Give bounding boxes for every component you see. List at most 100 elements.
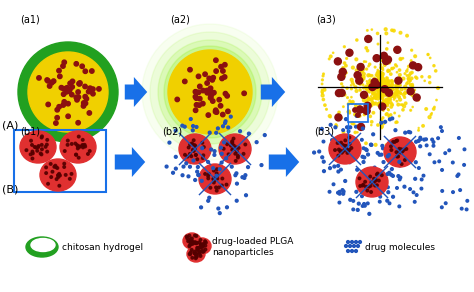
Circle shape [412, 106, 413, 107]
Circle shape [189, 153, 191, 155]
Circle shape [59, 174, 61, 177]
Circle shape [391, 103, 393, 105]
Circle shape [41, 148, 43, 151]
Circle shape [355, 104, 357, 107]
Circle shape [410, 77, 413, 79]
Circle shape [376, 87, 377, 88]
Circle shape [363, 72, 365, 75]
Circle shape [33, 146, 36, 148]
Circle shape [421, 76, 423, 78]
Circle shape [363, 107, 370, 114]
Circle shape [200, 243, 202, 246]
Circle shape [377, 81, 380, 84]
Text: (b3): (b3) [314, 126, 334, 136]
Circle shape [321, 89, 323, 91]
Circle shape [31, 144, 33, 146]
Circle shape [351, 100, 354, 103]
Circle shape [432, 108, 435, 110]
Circle shape [196, 241, 198, 244]
Circle shape [61, 64, 65, 68]
Circle shape [369, 84, 376, 91]
Circle shape [378, 82, 380, 83]
Circle shape [379, 86, 381, 88]
Circle shape [383, 78, 385, 80]
Circle shape [396, 65, 398, 67]
Circle shape [361, 184, 364, 187]
Circle shape [208, 173, 210, 175]
Circle shape [408, 148, 411, 151]
Circle shape [394, 93, 396, 95]
Circle shape [194, 90, 199, 95]
Circle shape [225, 157, 228, 160]
Circle shape [356, 245, 359, 247]
Circle shape [368, 39, 369, 41]
Circle shape [209, 96, 213, 100]
Circle shape [402, 77, 405, 80]
Circle shape [375, 173, 378, 176]
Circle shape [357, 78, 361, 81]
Circle shape [196, 246, 199, 249]
Circle shape [328, 58, 330, 60]
Circle shape [375, 74, 376, 76]
Circle shape [375, 96, 377, 98]
Circle shape [353, 245, 356, 247]
Circle shape [399, 115, 400, 117]
Circle shape [380, 85, 383, 88]
Circle shape [347, 111, 349, 113]
Circle shape [213, 110, 218, 114]
Circle shape [408, 78, 410, 80]
Circle shape [341, 71, 343, 74]
Circle shape [220, 152, 223, 155]
Circle shape [381, 174, 383, 177]
Circle shape [392, 175, 394, 177]
Circle shape [380, 91, 382, 92]
Circle shape [385, 95, 386, 96]
Circle shape [83, 69, 88, 74]
Circle shape [229, 145, 232, 147]
Circle shape [374, 88, 375, 89]
Circle shape [379, 84, 382, 86]
Circle shape [189, 165, 191, 168]
Circle shape [376, 84, 378, 86]
Circle shape [165, 165, 168, 168]
Circle shape [357, 124, 365, 131]
Circle shape [190, 251, 192, 254]
Circle shape [372, 75, 373, 76]
Circle shape [409, 79, 411, 81]
Circle shape [63, 166, 65, 168]
Circle shape [401, 149, 404, 152]
Circle shape [213, 150, 216, 152]
Circle shape [396, 85, 399, 88]
Circle shape [202, 146, 205, 148]
Circle shape [460, 207, 463, 210]
Circle shape [457, 137, 460, 139]
Circle shape [444, 152, 447, 154]
Circle shape [399, 98, 401, 101]
Circle shape [365, 85, 367, 88]
Circle shape [391, 68, 392, 69]
Circle shape [392, 29, 395, 32]
Circle shape [224, 120, 227, 123]
Circle shape [379, 86, 381, 88]
Circle shape [367, 74, 370, 77]
Circle shape [201, 157, 204, 159]
Text: (B): (B) [2, 184, 18, 194]
Circle shape [382, 91, 383, 93]
Circle shape [371, 104, 372, 105]
Circle shape [207, 175, 210, 177]
Text: chitosan hydrogel: chitosan hydrogel [62, 242, 143, 251]
Circle shape [383, 64, 386, 66]
Circle shape [204, 248, 207, 251]
Circle shape [318, 150, 320, 153]
Circle shape [370, 144, 373, 146]
Circle shape [337, 154, 340, 157]
Circle shape [199, 253, 201, 256]
Circle shape [371, 96, 372, 97]
Circle shape [403, 96, 406, 98]
Circle shape [383, 93, 385, 95]
Circle shape [77, 82, 82, 86]
Circle shape [374, 184, 376, 187]
Circle shape [386, 60, 387, 61]
Circle shape [82, 101, 86, 105]
Circle shape [40, 136, 43, 139]
